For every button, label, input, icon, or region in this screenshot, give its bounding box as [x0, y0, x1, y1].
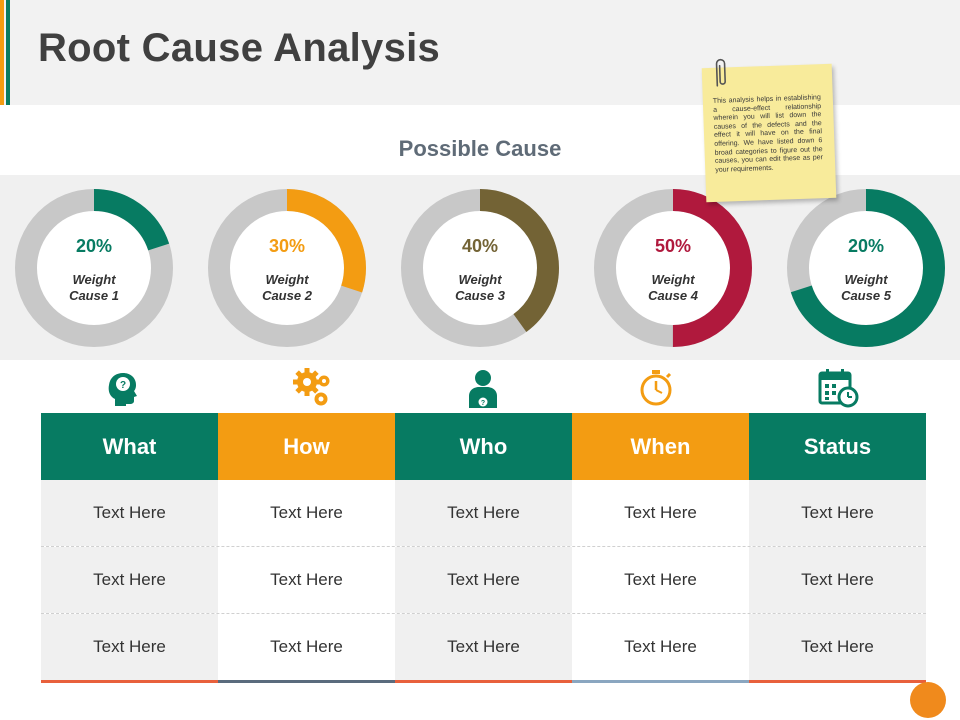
table-cell: Text Here — [624, 503, 697, 522]
accent-bar-green — [6, 0, 10, 105]
table-cell: Text Here — [749, 614, 926, 680]
table-header-row: What How Who When Status — [41, 413, 926, 480]
donut-cause-2: 30% Weight Cause 2 — [207, 188, 367, 348]
bottom-line-segment — [41, 680, 218, 683]
donut-arc — [787, 189, 945, 347]
donut-chart — [208, 189, 366, 347]
donut-label: Weight Cause 3 — [455, 272, 505, 303]
table-row: Text Here Text Here Text Here Text Here … — [41, 614, 926, 680]
header-what: What — [41, 413, 218, 480]
table-cell: Text Here — [395, 614, 572, 680]
donut-percent: 20% — [847, 236, 885, 256]
table-cell: Text Here — [624, 637, 697, 656]
donut-label: Weight Cause 1 — [69, 272, 119, 303]
table-bottom-line — [41, 680, 926, 683]
header-how: How — [218, 413, 395, 480]
header-who: Who — [395, 413, 572, 480]
table-row: Text Here Text Here Text Here Text Here … — [41, 547, 926, 614]
head-question-icon: ? — [108, 373, 137, 406]
donut-label: Weight Cause 4 — [648, 272, 698, 303]
cause-table: What How Who When Status Text Here Text … — [41, 413, 926, 683]
table-cell: Text Here — [270, 570, 343, 589]
donut-cause-5: 20% Weight Cause 5 — [786, 188, 946, 348]
gears-icon — [293, 368, 330, 406]
table-cell: Text Here — [749, 480, 926, 546]
donut-percent: 30% — [268, 236, 306, 256]
note-text: This analysis helps in establishing a ca… — [712, 94, 824, 174]
header-when: When — [572, 413, 749, 480]
title-bar: Root Cause Analysis — [0, 0, 960, 105]
table-cell: Text Here — [41, 547, 218, 613]
stopwatch-icon — [640, 370, 672, 406]
person-question-icon: ? — [469, 370, 497, 408]
donut-arc — [208, 189, 366, 347]
donut-cause-4: 50% Weight Cause 4 — [593, 188, 753, 348]
donut-cause-1: 20% Weight Cause 1 — [14, 188, 174, 348]
page-title: Root Cause Analysis — [38, 26, 441, 70]
calendar-clock-icon — [818, 369, 859, 408]
svg-text:?: ? — [481, 400, 485, 407]
donut-percent: 40% — [461, 236, 499, 256]
decorative-circle — [910, 682, 946, 718]
bottom-line-segment — [749, 680, 926, 683]
table-cell: Text Here — [41, 614, 218, 680]
table-cell: Text Here — [395, 547, 572, 613]
donut-chart — [594, 189, 752, 347]
donut-arc — [401, 189, 559, 347]
sticky-note: This analysis helps in establishing a ca… — [701, 58, 837, 203]
donut-chart — [401, 189, 559, 347]
donut-percent: 20% — [75, 236, 113, 256]
donut-label: Weight Cause 5 — [841, 272, 891, 303]
table-cell: Text Here — [624, 570, 697, 589]
bottom-line-segment — [395, 680, 572, 683]
donut-label: Weight Cause 2 — [262, 272, 312, 303]
donut-arc — [15, 189, 173, 347]
donut-arc — [594, 189, 752, 347]
table-cell: Text Here — [270, 503, 343, 522]
paperclip-icon — [715, 58, 726, 87]
svg-text:?: ? — [120, 380, 126, 391]
table-cell: Text Here — [395, 480, 572, 546]
table-cell: Text Here — [270, 637, 343, 656]
section-subtitle: Possible Cause — [398, 136, 562, 161]
table-cell: Text Here — [41, 480, 218, 546]
header-status: Status — [749, 413, 926, 480]
bottom-line-segment — [218, 680, 395, 683]
donut-percent: 50% — [654, 236, 692, 256]
table-cell: Text Here — [749, 547, 926, 613]
table-row: Text Here Text Here Text Here Text Here … — [41, 480, 926, 547]
donut-cause-3: 40% Weight Cause 3 — [400, 188, 560, 348]
donut-chart — [787, 189, 945, 347]
donut-chart — [15, 189, 173, 347]
bottom-line-segment — [572, 680, 749, 683]
accent-bar-orange — [0, 0, 4, 105]
